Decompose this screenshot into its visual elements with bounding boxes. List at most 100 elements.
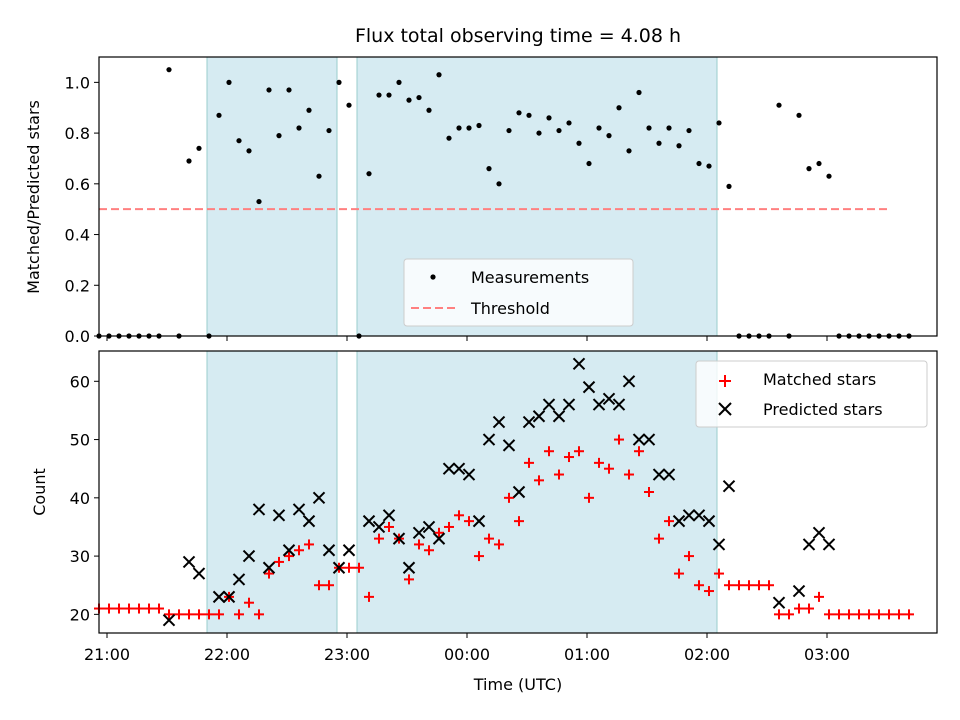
- matched-point-51: [604, 463, 614, 474]
- matched-point-32: [414, 539, 424, 550]
- top-ytick-label-1: 0.2: [65, 276, 90, 295]
- measurement-point-62: [716, 120, 722, 126]
- predicted-point-29: [482, 433, 496, 446]
- measurement-point-19: [286, 87, 292, 93]
- matched-point-23: [324, 580, 334, 591]
- matched-point-12: [214, 609, 224, 620]
- predicted-point-24: [432, 532, 446, 545]
- chart-title: Flux total observing time = 4.08 h: [355, 25, 681, 47]
- measurement-point-20: [296, 125, 302, 131]
- observing-window-1: [206, 56, 338, 337]
- bottom-panel: 20 30 40 50 60 21:00 22:00 23:00 00:00 01:00 02:0…: [30, 350, 938, 694]
- matched-point-79: [884, 609, 894, 620]
- bottom-y-axis-label: Count: [30, 468, 49, 516]
- measurement-point-48: [576, 140, 582, 146]
- top-y-axis-label: Matched/Predicted stars: [24, 100, 43, 294]
- matched-point-66: [754, 580, 764, 591]
- measurement-point-58: [676, 143, 682, 149]
- matched-point-74: [834, 609, 844, 620]
- predicted-point-43: [622, 375, 636, 388]
- top-legend: Measurements Threshold: [403, 258, 634, 327]
- measurement-point-42: [516, 110, 522, 116]
- matched-point-10: [194, 609, 204, 620]
- measurement-point-39: [486, 166, 492, 172]
- predicted-point-5: [232, 573, 246, 586]
- top-ytick-label-2: 0.4: [65, 226, 90, 245]
- measurement-point-38: [476, 122, 482, 129]
- matched-point-60: [694, 580, 704, 591]
- matched-point-54: [634, 446, 644, 457]
- predicted-point-52: [712, 538, 726, 551]
- matched-point-62: [714, 568, 724, 579]
- matched-point-72: [814, 591, 824, 602]
- measurement-point-51: [606, 133, 612, 139]
- matched-point-2: [114, 603, 124, 614]
- predicted-point-1: [182, 555, 196, 569]
- matched-point-77: [864, 609, 874, 620]
- measurement-point-7: [166, 67, 172, 73]
- predicted-point-11: [292, 503, 306, 516]
- measurement-point-9: [186, 158, 192, 164]
- measurement-point-13: [226, 79, 232, 85]
- matched-point-64: [734, 580, 744, 591]
- measurement-point-30: [396, 79, 402, 85]
- predicted-point-36: [552, 410, 566, 423]
- predicted-point-17: [362, 514, 376, 528]
- matched-point-57: [664, 516, 674, 527]
- bottom-ytick-label-4: 60: [70, 372, 90, 391]
- matched-point-20: [294, 545, 304, 556]
- predicted-point-42: [612, 398, 626, 411]
- matched-point-21: [304, 539, 314, 550]
- bottom-y-ticks: 20 30 40 50 60: [70, 372, 99, 624]
- predicted-point-21: [402, 561, 416, 574]
- predicted-point-23: [422, 520, 436, 534]
- predicted-point-38: [572, 357, 586, 371]
- matched-point-67: [764, 580, 774, 591]
- matched-point-16: [254, 609, 264, 620]
- matched-point-55: [644, 487, 654, 497]
- measurement-point-49: [586, 160, 592, 167]
- predicted-point-3: [212, 590, 226, 604]
- measurement-point-55: [646, 125, 652, 131]
- measurement-point-61: [706, 163, 712, 169]
- x-axis-label: Time (UTC): [473, 675, 562, 694]
- predicted-point-54: [772, 596, 786, 609]
- matched-point-63: [724, 580, 734, 591]
- matched-point-38: [474, 551, 484, 562]
- matched-point-35: [444, 521, 454, 532]
- matched-point-73: [824, 609, 834, 620]
- measurement-point-23: [326, 127, 332, 134]
- matched-point-76: [854, 609, 864, 620]
- measurement-point-15: [246, 148, 252, 154]
- matched-point-3: [124, 603, 134, 614]
- matched-point-1: [104, 603, 114, 614]
- predicted-point-30: [492, 415, 506, 429]
- bottom-observing-windows: [206, 350, 718, 634]
- predicted-point-34: [532, 410, 546, 423]
- matched-point-46: [554, 469, 564, 480]
- matched-point-11: [204, 609, 214, 620]
- matched-point-9: [184, 609, 194, 620]
- bottom-x-ticks: 21:00 22:00 23:00 00:00 01:00 02:00 03:00: [84, 633, 850, 664]
- xtick-label-5: 02:00: [684, 645, 730, 664]
- measurement-point-57: [666, 125, 672, 131]
- predicted-point-53: [722, 479, 736, 493]
- legend-predicted-marker: [718, 402, 732, 416]
- predicted-point-49: [682, 509, 696, 522]
- predicted-point-12: [302, 514, 316, 528]
- predicted-point-56: [802, 538, 816, 551]
- matched-point-80: [894, 609, 904, 620]
- measurement-point-29: [386, 92, 392, 98]
- bottom-ytick-label-0: 20: [70, 605, 90, 624]
- top-panel: 0.0 0.2 0.4 0.6 0.8 1.0 Matched/Predicted sta…: [24, 56, 938, 346]
- matched-point-15: [244, 597, 254, 608]
- matched-point-45: [544, 446, 554, 457]
- predicted-point-9: [272, 509, 286, 522]
- xtick-label-2: 23:00: [324, 645, 370, 664]
- measurement-point-52: [616, 105, 622, 111]
- matched-point-18: [274, 556, 284, 567]
- top-ytick-label-4: 0.8: [65, 124, 90, 143]
- predicted-point-28: [472, 514, 486, 528]
- measurement-point-56: [656, 140, 662, 146]
- bottom-legend-box: [695, 360, 928, 428]
